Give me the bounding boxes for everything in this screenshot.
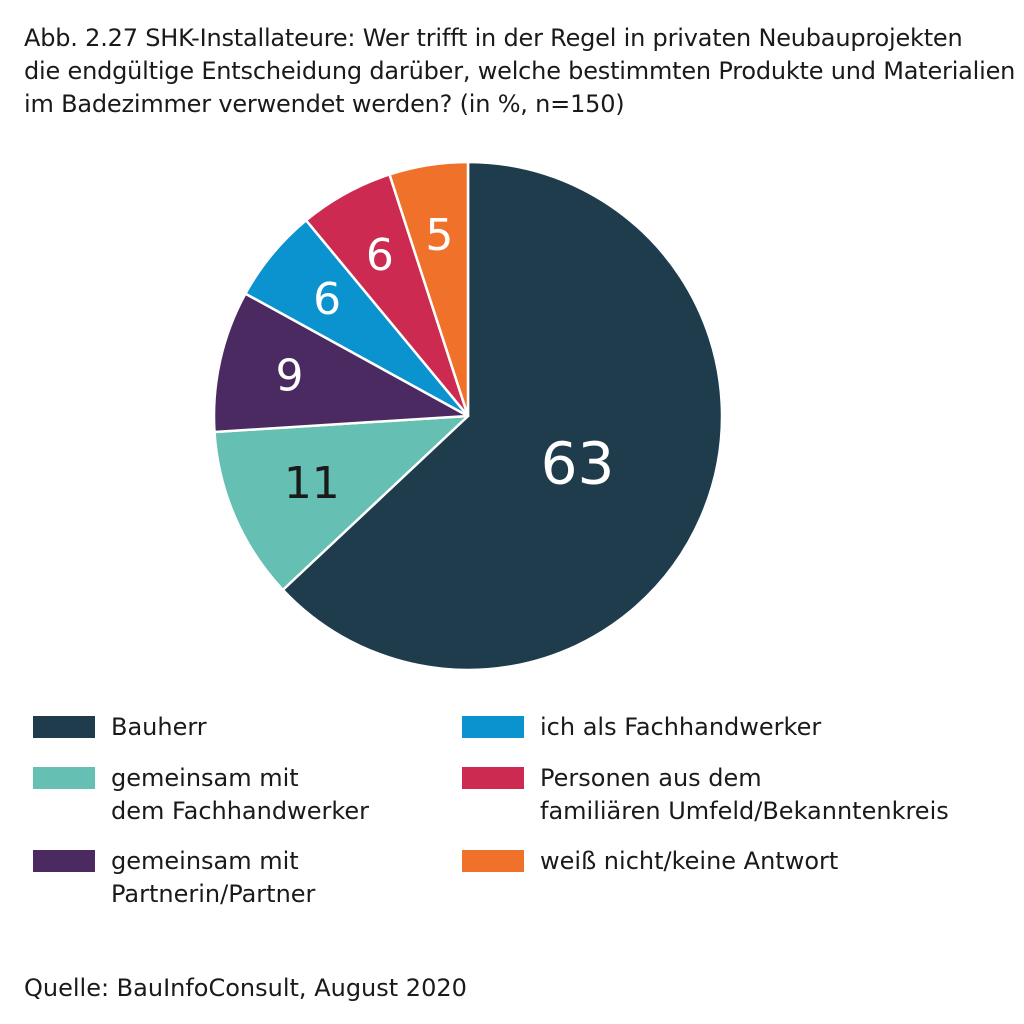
legend-swatch — [33, 850, 95, 872]
legend-swatch — [462, 767, 524, 789]
legend-label: Personen aus dem — [540, 764, 762, 792]
chart-title-line: Abb. 2.27 SHK-Installateure: Wer trifft … — [24, 24, 963, 52]
pie-slice — [213, 414, 470, 592]
legend-label: gemeinsam mit — [111, 764, 299, 792]
legend-swatch — [33, 767, 95, 789]
legend-label: Partnerin/Partner — [111, 880, 316, 908]
slice-value-label: 11 — [284, 458, 340, 509]
pie-slice — [212, 292, 470, 434]
slice-value-label: 9 — [276, 351, 304, 402]
slice-value-label: 5 — [425, 210, 453, 261]
legend-swatch — [33, 716, 95, 738]
legend-label: gemeinsam mit — [111, 847, 299, 875]
legend-swatch — [462, 716, 524, 738]
chart-title-line: im Badezimmer verwendet werden? (in %, n… — [24, 90, 625, 118]
slice-value-label: 63 — [541, 429, 615, 497]
legend-label: dem Fachhandwerker — [111, 797, 370, 825]
chart-title: Abb. 2.27 SHK-Installateure: Wer trifft … — [24, 22, 1016, 121]
legend-swatch — [462, 850, 524, 872]
pie-slice — [388, 160, 470, 418]
slice-value-label: 6 — [313, 274, 341, 325]
legend-label: familiären Umfeld/Bekanntenkreis — [540, 797, 949, 825]
pie-slice — [281, 160, 724, 672]
legend-label: ich als Fachhandwerker — [540, 713, 822, 741]
chart-title-line: die endgültige Entscheidung darüber, wel… — [24, 57, 1016, 85]
source-note: Quelle: BauInfoConsult, August 2020 — [24, 974, 467, 1002]
legend-label: weiß nicht/keine Antwort — [540, 847, 839, 875]
legend-label: Bauherr — [111, 713, 207, 741]
slice-value-label: 6 — [366, 230, 394, 281]
